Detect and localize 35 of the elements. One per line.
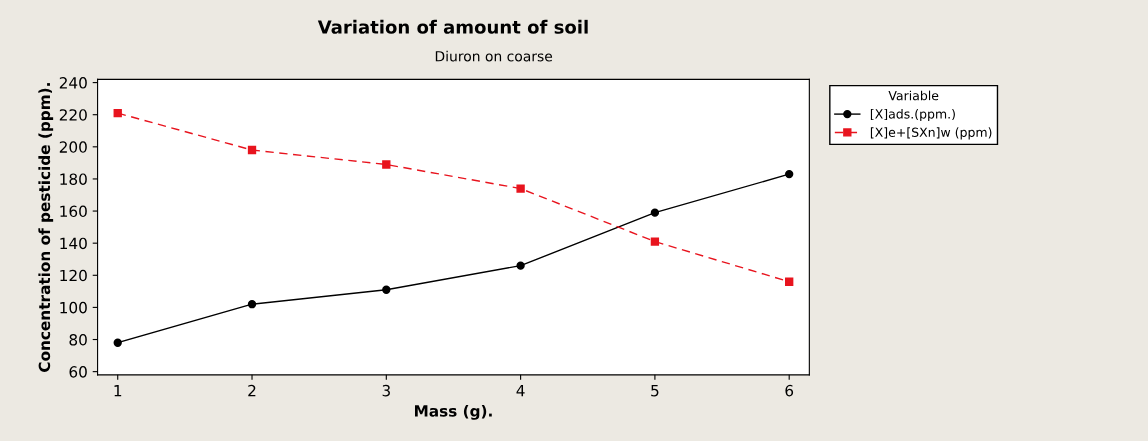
point: [113, 108, 122, 118]
y-tick-label: 200: [59, 141, 87, 153]
chart-subtitle: Diuron on coarse: [435, 50, 553, 62]
x-tick-label: 2: [248, 384, 256, 397]
point: [785, 277, 794, 286]
y-tick-label: 80: [69, 333, 87, 346]
y-tick-label: 100: [60, 301, 87, 314]
point: [785, 169, 794, 179]
legend-label: [X]ads.(ppm.): [870, 108, 955, 122]
y-tick-label: 180: [60, 173, 87, 185]
point: [516, 184, 525, 193]
legend-label: [X]e+[SXn]w (ppm): [870, 127, 992, 140]
y-tick-label: 60: [69, 366, 87, 378]
x-tick-label: 1: [114, 385, 122, 397]
y-axis-title: Concentration of pesticide (ppm).: [38, 83, 54, 372]
x-tick-label: 5: [651, 385, 659, 397]
y-tick-label: 240: [59, 77, 87, 89]
point: [382, 285, 391, 294]
point: [516, 261, 525, 270]
x-tick-label: 4: [516, 385, 525, 397]
chart-title: Variation of amount of soil: [317, 19, 588, 34]
x-tick-label: 3: [382, 384, 390, 397]
y-tick-label: 220: [59, 109, 87, 121]
point: [247, 300, 257, 309]
y-tick-label: 160: [60, 205, 87, 218]
point: [247, 145, 257, 155]
y-tick-label: 120: [60, 269, 87, 282]
point: [113, 338, 122, 347]
point: [382, 160, 391, 169]
y-tick-label: 140: [60, 237, 87, 250]
x-axis-title: Mass (g).: [415, 404, 492, 420]
x-tick-label: 6: [785, 384, 794, 397]
point: [650, 237, 660, 246]
point: [650, 208, 660, 217]
legend-title: Variable: [888, 90, 939, 101]
